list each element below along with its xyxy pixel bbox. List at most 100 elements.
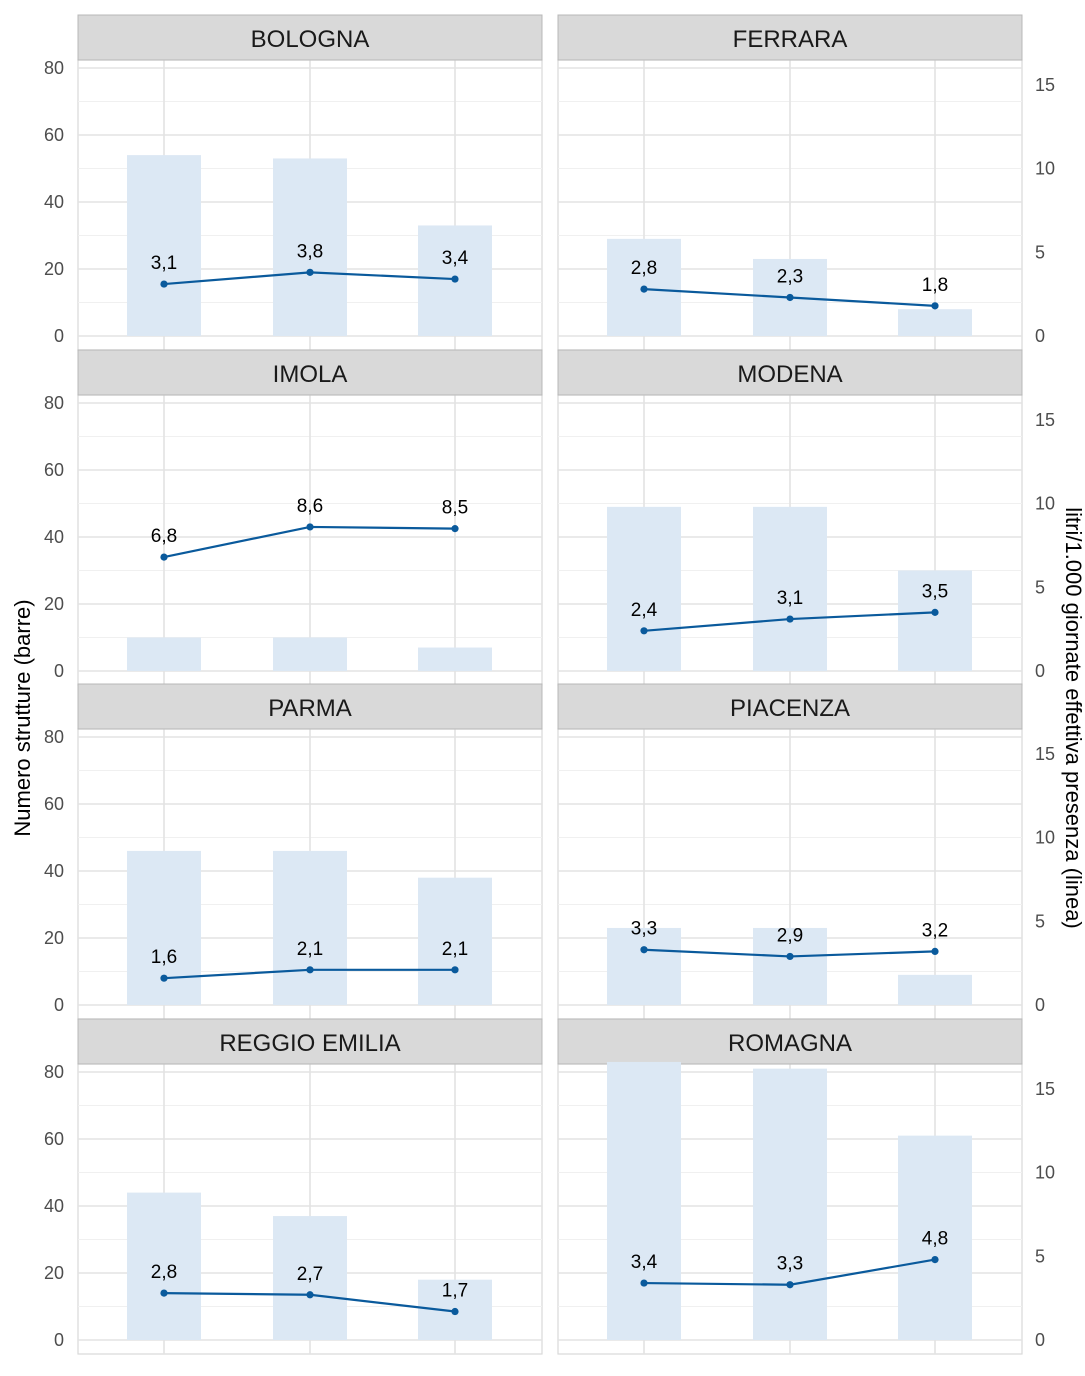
data-label: 2,4	[631, 600, 658, 621]
line-point	[640, 285, 648, 293]
y-tick-label-left: 60	[44, 125, 64, 145]
facet-strip	[557, 1018, 1023, 1065]
bar	[418, 877, 492, 1005]
y-tick-label-right: 0	[1035, 326, 1045, 346]
panel-ferrara: FERRARA 2,8 2,3 1,8 0 5 10 15	[557, 14, 1055, 351]
bar	[273, 637, 347, 671]
bar	[607, 506, 681, 671]
y-tick-label-right: 10	[1035, 828, 1055, 848]
line-point	[160, 553, 168, 561]
bar	[607, 1061, 681, 1340]
line-point	[640, 946, 648, 954]
data-label: 3,2	[922, 920, 948, 941]
bar	[753, 1068, 827, 1340]
bar	[607, 927, 681, 1005]
data-label: 2,8	[151, 1262, 177, 1283]
line-point	[640, 1279, 648, 1287]
y-tick-label-right: 10	[1035, 159, 1055, 179]
y-tick-label-left: 80	[44, 393, 64, 413]
y-tick-label-right: 15	[1035, 1079, 1055, 1099]
facet-strip	[557, 14, 1023, 61]
y-tick-label-left: 60	[44, 1129, 64, 1149]
y-tick-label-left: 0	[54, 1330, 64, 1350]
data-label: 2,7	[297, 1264, 323, 1285]
data-label: 2,1	[442, 939, 468, 960]
line-point	[451, 966, 459, 974]
bar	[418, 647, 492, 671]
data-label: 2,8	[631, 258, 657, 279]
data-label: 2,1	[297, 939, 323, 960]
line-point	[931, 608, 939, 616]
facet-strip	[77, 683, 543, 730]
y-tick-label-left: 20	[44, 259, 64, 279]
y-tick-label-left: 40	[44, 192, 64, 212]
line-point	[306, 268, 314, 276]
panel-reggio-emilia: REGGIO EMILIA2,82,71,7020406080201720182…	[44, 1018, 543, 1355]
y-tick-label-right: 15	[1035, 744, 1055, 764]
bar	[273, 158, 347, 336]
line-point	[640, 627, 648, 635]
facet-title: REGGIO EMILIA	[219, 1030, 400, 1057]
bar	[127, 850, 201, 1005]
line-point	[786, 1281, 794, 1289]
data-label: 4,8	[922, 1229, 948, 1250]
y-tick-label-left: 20	[44, 594, 64, 614]
y-tick-label-left: 0	[54, 326, 64, 346]
data-label: 8,6	[297, 496, 323, 517]
panel-modena: MODENA 2,4 3,1 3,5 0 5 10 15	[557, 349, 1055, 686]
line-point	[160, 1289, 168, 1297]
data-label: 3,8	[297, 241, 323, 262]
panel-piacenza: PIACENZA 3,3 2,9 3,2 0 5 10 15	[557, 683, 1055, 1020]
bar	[127, 637, 201, 671]
data-label: 3,4	[442, 248, 469, 269]
line-point	[786, 293, 794, 302]
y-tick-label-right: 10	[1035, 1163, 1055, 1183]
y-tick-label-right: 15	[1035, 75, 1055, 95]
data-label: 1,6	[151, 947, 177, 968]
data-label: 3,5	[922, 581, 948, 602]
data-label: 3,3	[631, 919, 657, 940]
y-tick-label-left: 0	[54, 995, 64, 1015]
y-tick-label-left: 60	[44, 794, 64, 814]
line-point	[306, 1291, 314, 1299]
line-point	[931, 947, 939, 956]
bar	[273, 1216, 347, 1340]
line-point	[160, 974, 168, 982]
panel-parma: PARMA 1,6 2,1 2,1 0 20 40 60 80	[44, 683, 543, 1020]
facet-title: PARMA	[268, 695, 352, 722]
y-tick-label-left: 80	[44, 1062, 64, 1082]
facet-title: MODENA	[737, 361, 842, 388]
line-point	[306, 966, 314, 974]
y-tick-label-right: 0	[1035, 995, 1045, 1015]
data-label: 1,8	[922, 275, 948, 296]
bar	[127, 155, 201, 336]
bar	[273, 850, 347, 1005]
y-tick-label-right: 5	[1035, 1246, 1045, 1266]
data-label: 3,1	[151, 253, 177, 274]
facet-strip	[557, 349, 1023, 396]
bar	[127, 1192, 201, 1340]
bar	[753, 927, 827, 1005]
facet-strip	[557, 683, 1023, 730]
facet-strip	[77, 14, 543, 61]
line-point	[451, 525, 459, 533]
data-label: 6,8	[151, 526, 177, 547]
panel-imola: IMOLA 6,8 8,6 8,5 0 20 40 60 80	[44, 349, 543, 686]
y-tick-label-left: 20	[44, 1263, 64, 1283]
facet-strip	[77, 1018, 543, 1065]
line-point	[451, 1307, 459, 1316]
facet-title: PIACENZA	[730, 695, 850, 722]
y-tick-label-left: 60	[44, 460, 64, 480]
y-tick-label-right: 5	[1035, 911, 1045, 931]
line-point	[786, 615, 794, 623]
line-point	[931, 1256, 939, 1264]
data-label: 3,4	[631, 1252, 658, 1273]
bar	[898, 570, 972, 671]
bar	[898, 974, 972, 1005]
y-tick-label-left: 40	[44, 1196, 64, 1216]
data-label: 2,3	[777, 266, 803, 287]
data-label: 2,9	[777, 925, 803, 946]
facet-strip	[77, 349, 543, 396]
